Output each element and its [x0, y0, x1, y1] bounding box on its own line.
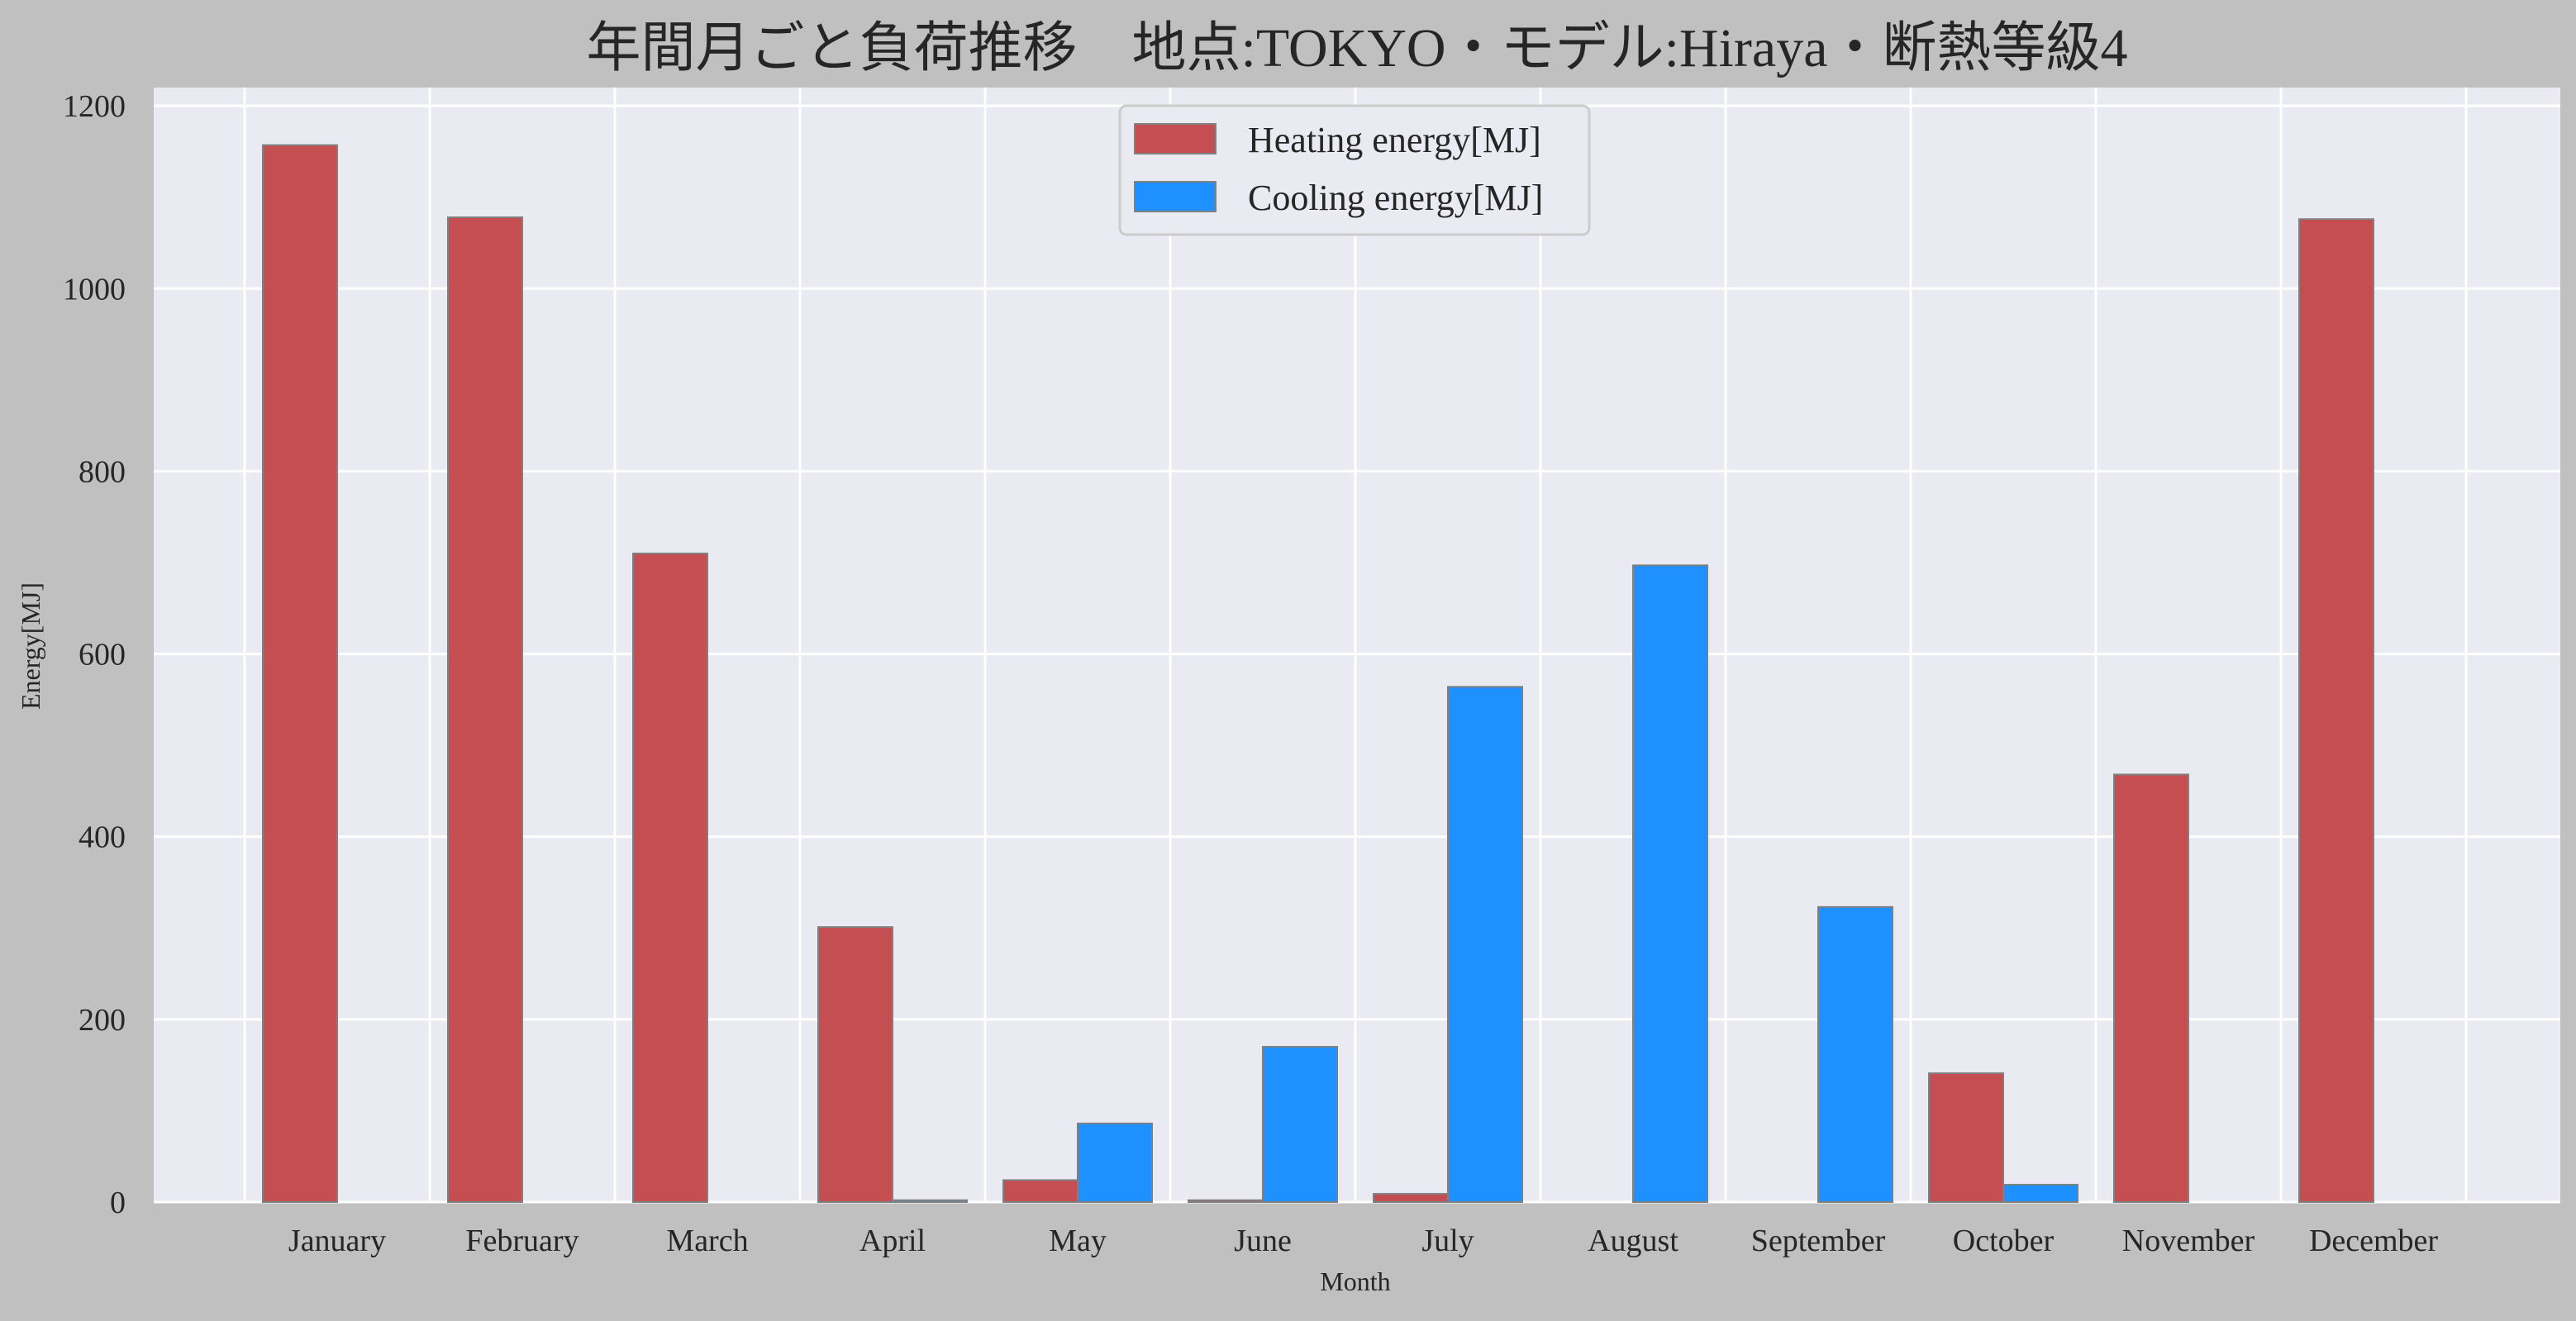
bars: [262, 144, 2374, 1204]
x-tick-label: September: [1751, 1224, 1886, 1258]
x-axis-label: Month: [1320, 1266, 1390, 1296]
cooling-bar: [1447, 686, 1523, 1203]
heating-bar: [1188, 1199, 1264, 1204]
heating-bar: [2298, 218, 2374, 1204]
cooling-bar: [1077, 1122, 1153, 1204]
y-tick-label: 600: [79, 638, 126, 672]
x-tick-label: August: [1588, 1224, 1678, 1258]
cooling-bar: [892, 1199, 968, 1204]
heating-bar: [1002, 1179, 1078, 1203]
grid-lines: [154, 88, 2560, 1204]
chart-title: 年間月ごと負荷推移 地点:TOKYO・モデル:Hiraya・断熱等級4: [586, 18, 2127, 78]
cooling-bar: [2002, 1183, 2078, 1203]
x-tick-label: March: [666, 1224, 748, 1258]
x-tick-label: July: [1421, 1224, 1474, 1258]
x-tick-label: February: [465, 1224, 579, 1258]
y-tick-label: 200: [79, 1003, 126, 1038]
y-tick-label: 400: [79, 820, 126, 855]
tick-labels: 0 200 400 600 800 1000 1200 January February Marc…: [63, 89, 2438, 1258]
legend-box: [1118, 104, 1591, 236]
x-tick-label: December: [2309, 1224, 2438, 1258]
legend-label-cooling: Cooling energy[MJ]: [1248, 178, 1543, 218]
heating-bar: [262, 144, 338, 1203]
y-tick-label: 1200: [63, 89, 126, 124]
legend-swatch-cooling: [1134, 181, 1217, 212]
heating-bar: [1928, 1072, 2004, 1203]
y-tick-label: 0: [110, 1186, 126, 1220]
x-tick-label: April: [859, 1224, 926, 1258]
x-tick-label: October: [1953, 1224, 2055, 1258]
cooling-bar: [1632, 564, 1708, 1203]
legend-label-heating: Heating energy[MJ]: [1248, 120, 1541, 160]
x-tick-label: November: [2122, 1224, 2255, 1258]
cooling-bar: [1817, 905, 1893, 1203]
heating-bar: [817, 926, 893, 1204]
legend-swatch-heating: [1134, 123, 1217, 154]
y-tick-label: 800: [79, 454, 126, 489]
heating-bar: [2113, 773, 2189, 1203]
y-tick-label: 1000: [63, 272, 126, 306]
x-tick-label: January: [288, 1224, 386, 1258]
y-axis-label: Energy[MJ]: [16, 582, 45, 710]
heating-bar: [1373, 1193, 1449, 1203]
x-tick-label: May: [1049, 1224, 1107, 1258]
x-tick-label: June: [1234, 1224, 1292, 1258]
heating-bar: [632, 552, 708, 1203]
heating-bar: [447, 216, 523, 1203]
cooling-bar: [1262, 1046, 1338, 1203]
legend: Heating energy[MJ] Cooling energy[MJ]: [1118, 104, 1591, 236]
